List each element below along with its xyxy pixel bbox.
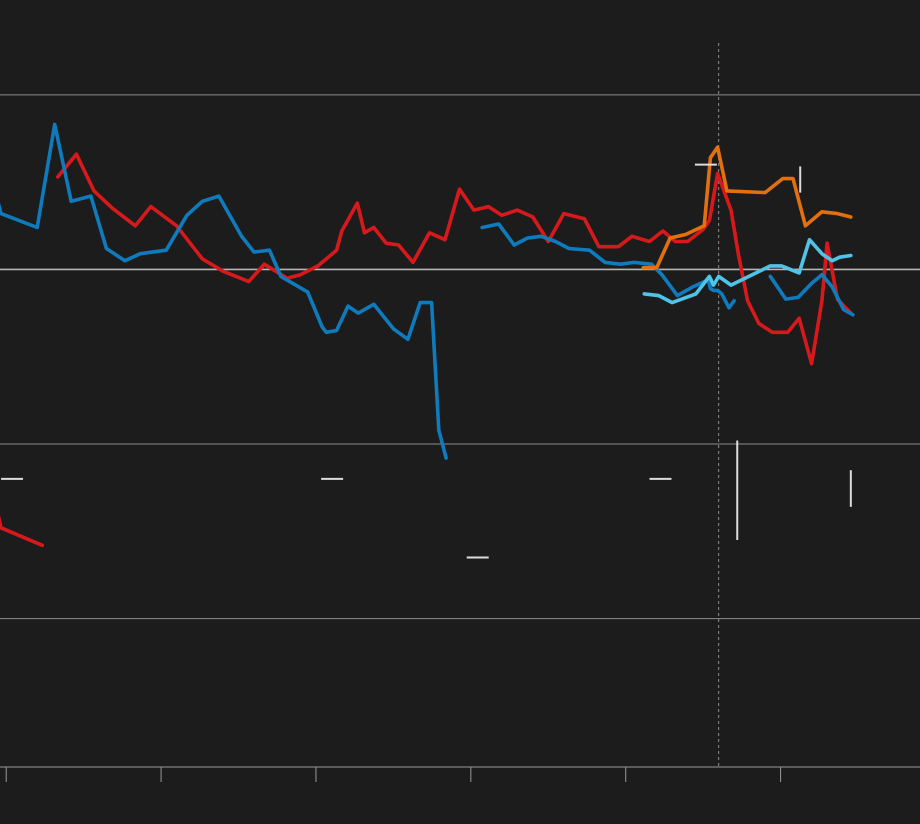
x-axis [0, 766, 920, 782]
series-line-orange [641, 145, 853, 270]
series-lines [0, 122, 855, 548]
series-line-red [0, 514, 45, 548]
series-line-blue [0, 122, 448, 460]
gridlines [0, 94, 920, 620]
series-line-blue [480, 222, 736, 310]
series-line-light-blue [642, 237, 853, 305]
series-line-blue [768, 272, 855, 317]
range-markers [1, 163, 852, 559]
series-line-red [55, 152, 853, 366]
reference-lines [718, 43, 720, 767]
